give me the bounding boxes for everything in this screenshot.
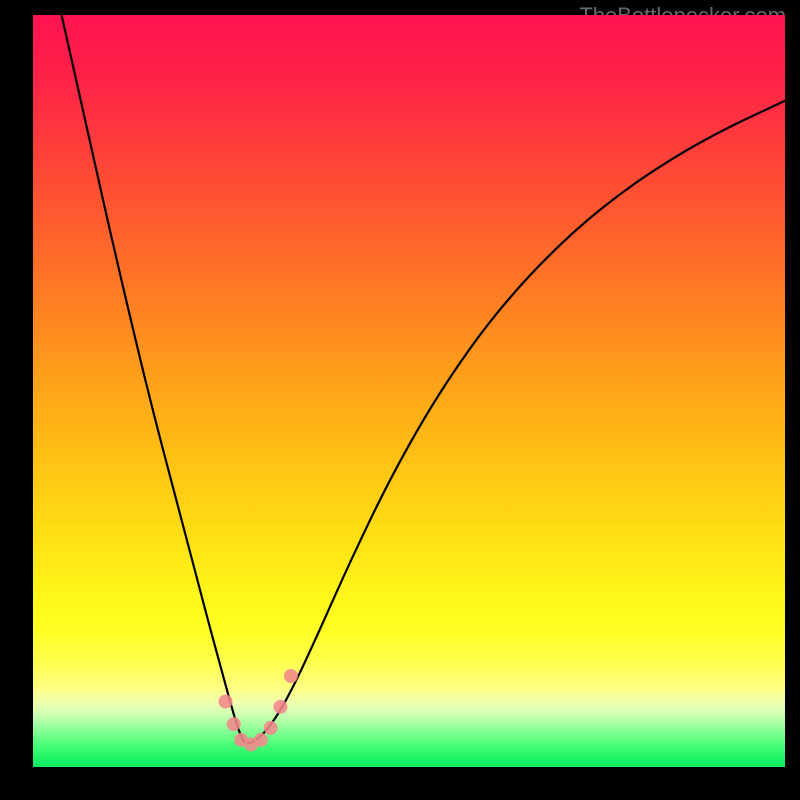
chart-container: TheBottlenecker.com [0, 0, 800, 800]
valley-marker [254, 733, 268, 747]
valley-marker [284, 669, 298, 683]
valley-marker [273, 700, 287, 714]
valley-marker [264, 721, 278, 735]
valley-marker [219, 695, 233, 709]
gradient-background [33, 15, 785, 767]
chart-svg [33, 15, 785, 767]
plot-area [33, 15, 785, 767]
valley-marker [227, 717, 241, 731]
